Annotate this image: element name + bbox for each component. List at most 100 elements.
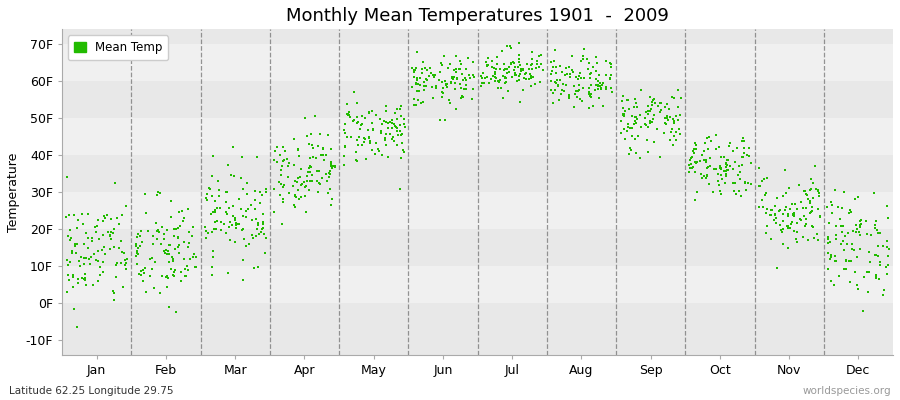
Point <box>789 235 804 242</box>
Point <box>880 270 895 277</box>
Point <box>256 224 270 231</box>
Point <box>581 91 596 97</box>
Point <box>660 100 674 107</box>
Point <box>460 55 474 61</box>
Point <box>688 146 703 153</box>
Point <box>449 53 464 59</box>
Point <box>436 88 450 95</box>
Point <box>508 71 522 78</box>
Point <box>86 282 100 288</box>
Point <box>251 220 266 226</box>
Point <box>594 84 608 91</box>
Point <box>772 207 787 214</box>
Point <box>165 254 179 260</box>
Point <box>591 72 606 78</box>
Point <box>366 127 381 133</box>
Point <box>807 163 822 169</box>
Point <box>187 264 202 270</box>
Point <box>713 163 727 169</box>
Point <box>792 182 806 188</box>
Point <box>220 270 235 277</box>
Point <box>81 211 95 218</box>
Point <box>74 254 88 260</box>
Point <box>105 288 120 294</box>
Point <box>778 207 793 213</box>
Point <box>180 263 194 270</box>
Point <box>214 219 229 225</box>
Point <box>445 73 459 80</box>
Point <box>270 143 284 150</box>
Point <box>300 178 314 184</box>
Point <box>779 222 794 229</box>
Point <box>117 250 131 256</box>
Point <box>319 152 333 159</box>
Point <box>811 187 825 194</box>
Point <box>594 86 608 92</box>
Point <box>734 176 748 182</box>
Point <box>737 149 751 156</box>
Point <box>77 274 92 281</box>
Point <box>136 278 150 284</box>
Text: Latitude 62.25 Longitude 29.75: Latitude 62.25 Longitude 29.75 <box>9 386 174 396</box>
Point <box>497 60 511 67</box>
Point <box>770 215 784 222</box>
Point <box>566 82 580 89</box>
Point <box>666 116 680 122</box>
Point <box>495 48 509 54</box>
Point <box>850 194 865 200</box>
Point <box>859 218 873 224</box>
Point <box>849 222 863 228</box>
Point <box>320 178 335 184</box>
Text: worldspecies.org: worldspecies.org <box>803 386 891 396</box>
Point <box>652 100 667 106</box>
Point <box>486 73 500 79</box>
Point <box>356 112 370 119</box>
Point <box>212 187 227 193</box>
Point <box>374 130 388 136</box>
Point <box>821 266 835 272</box>
Point <box>246 235 260 242</box>
Point <box>386 138 400 145</box>
Point <box>628 100 643 106</box>
Point <box>269 158 284 165</box>
Point <box>510 78 525 84</box>
Point <box>667 118 681 124</box>
Point <box>466 86 481 92</box>
Point <box>292 195 307 202</box>
Point <box>794 199 808 206</box>
Point <box>584 94 598 101</box>
Point <box>812 189 826 196</box>
Point <box>581 84 596 91</box>
Point <box>411 96 426 103</box>
Point <box>236 186 250 192</box>
Point <box>505 74 519 80</box>
Point <box>287 202 302 208</box>
Point <box>512 62 526 68</box>
Point <box>95 259 110 265</box>
Point <box>158 247 173 253</box>
Point <box>700 172 715 178</box>
Point <box>796 234 810 240</box>
Point <box>621 121 635 128</box>
Title: Monthly Mean Temperatures 1901  -  2009: Monthly Mean Temperatures 1901 - 2009 <box>286 7 669 25</box>
Point <box>76 276 91 283</box>
Point <box>552 96 566 103</box>
Point <box>291 145 305 152</box>
Point <box>231 220 246 227</box>
Point <box>90 278 104 284</box>
Point <box>305 141 320 148</box>
Point <box>803 186 817 193</box>
Point <box>625 125 639 132</box>
Point <box>573 70 588 77</box>
Point <box>323 186 338 192</box>
Point <box>496 73 510 79</box>
Point <box>548 79 562 85</box>
Point <box>511 52 526 59</box>
Point <box>154 241 168 248</box>
Point <box>378 119 392 125</box>
Point <box>277 157 292 163</box>
Point <box>657 114 671 121</box>
Point <box>598 86 613 92</box>
Point <box>490 60 504 67</box>
Point <box>130 245 145 251</box>
